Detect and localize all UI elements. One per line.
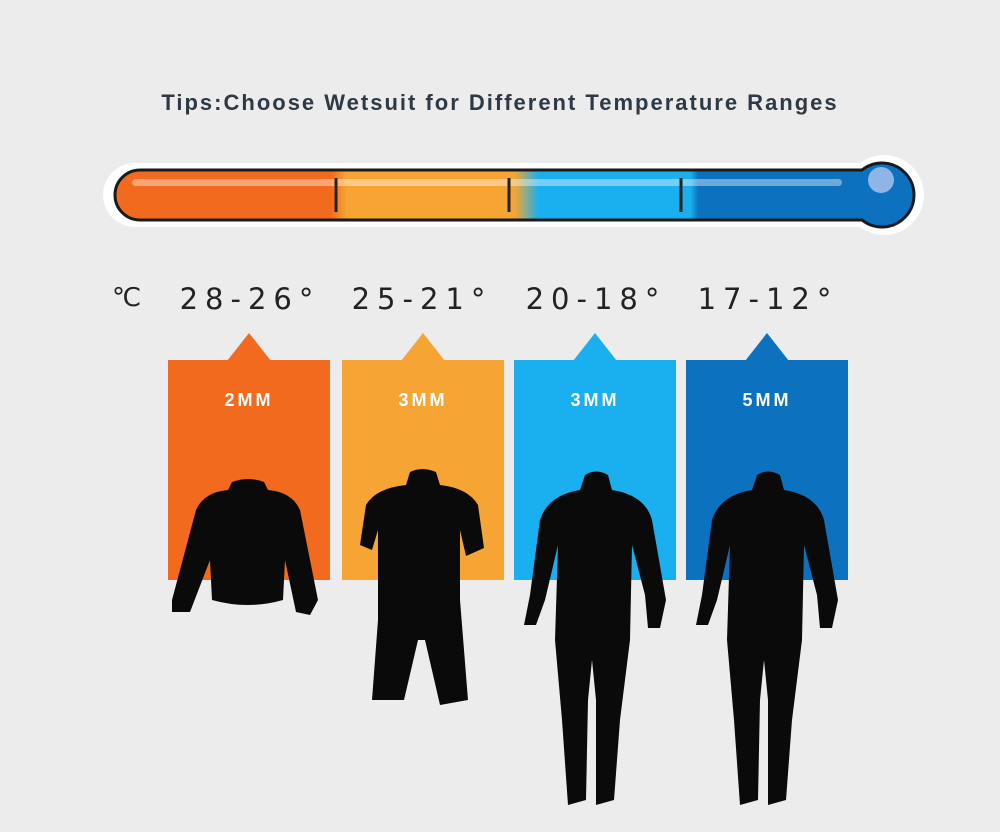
temp-range: 28-26° (179, 282, 321, 316)
page-title: Tips:Choose Wetsuit for Different Temper… (161, 90, 839, 115)
temperature-unit: ℃ (112, 283, 142, 313)
shorty-wetsuit-icon (360, 469, 484, 705)
temp-range: 20-18° (525, 282, 667, 316)
jacket-icon (172, 479, 318, 615)
full-wetsuit-icon (524, 471, 666, 805)
thickness-label: 2MM (224, 390, 274, 410)
thickness-label: 5MM (742, 390, 792, 410)
temp-range: 25-21° (351, 282, 493, 316)
full-wetsuit-icon (696, 471, 838, 805)
temp-range: 17-12° (697, 282, 839, 316)
thickness-label: 3MM (570, 390, 620, 410)
thickness-label: 3MM (398, 390, 448, 410)
